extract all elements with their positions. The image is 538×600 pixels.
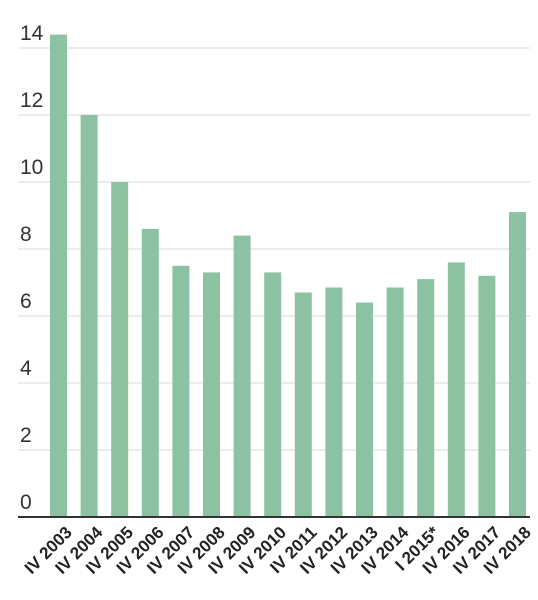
bar — [447, 262, 465, 517]
bar — [478, 275, 496, 517]
bar — [141, 228, 159, 517]
bar — [386, 287, 404, 517]
bar — [264, 272, 282, 517]
y-tick-label: 6 — [20, 290, 32, 313]
bar — [233, 235, 251, 517]
bar — [294, 292, 312, 517]
bar — [325, 287, 343, 517]
bar — [111, 182, 129, 517]
y-tick-label: 2 — [20, 424, 32, 447]
y-tick-label: 12 — [20, 89, 43, 112]
y-tick-label: 8 — [20, 223, 32, 246]
y-tick-label: 10 — [20, 156, 43, 179]
y-tick-label: 14 — [20, 22, 44, 45]
bar — [509, 212, 526, 517]
bar — [203, 272, 220, 517]
bars — [50, 34, 526, 518]
bar — [417, 279, 435, 517]
y-tick-label: 0 — [20, 491, 32, 514]
y-tick-label: 4 — [20, 357, 32, 380]
bar — [80, 115, 98, 517]
bar — [356, 302, 373, 517]
y-axis: 0 2 4 6 8 10 12 14 — [20, 22, 44, 514]
bar — [172, 265, 190, 518]
bar — [50, 34, 67, 517]
